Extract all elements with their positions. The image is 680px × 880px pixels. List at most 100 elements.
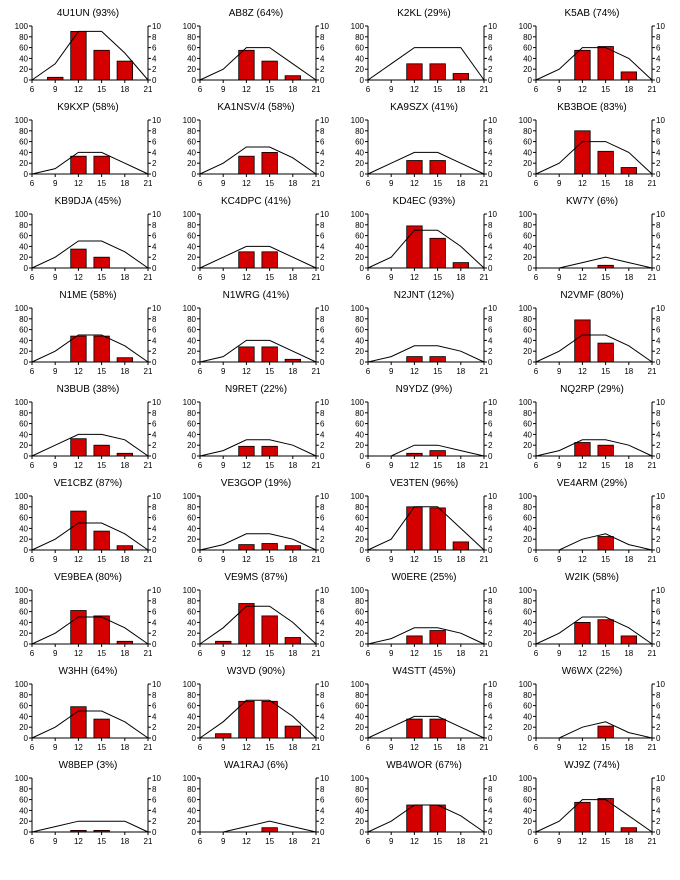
x-tick-label: 12 xyxy=(242,555,251,564)
y-right-tick-label: 0 xyxy=(656,358,661,367)
y-left-tick-label: 20 xyxy=(187,65,196,74)
y-left-tick-label: 100 xyxy=(15,492,29,501)
bar xyxy=(430,161,446,175)
x-tick-label: 9 xyxy=(53,461,58,470)
y-left-tick-label: 100 xyxy=(519,586,533,595)
chart-panel: AB8Z (64%)69121518210204060801000246810 xyxy=(176,8,336,98)
y-right-tick-label: 8 xyxy=(656,221,661,230)
y-right-tick-label: 4 xyxy=(656,806,661,815)
y-left-tick-label: 100 xyxy=(351,680,365,689)
y-right-tick-label: 2 xyxy=(320,723,325,732)
x-tick-label: 15 xyxy=(601,743,610,752)
bar xyxy=(430,631,446,645)
x-tick-label: 18 xyxy=(120,179,129,188)
y-left-tick-label: 20 xyxy=(187,817,196,826)
chart-panel: N3BUB (38%)69121518210204060801000246810 xyxy=(8,384,168,474)
y-right-tick-label: 4 xyxy=(656,54,661,63)
x-tick-label: 15 xyxy=(433,179,442,188)
y-right-tick-label: 2 xyxy=(152,159,157,168)
y-right-tick-label: 2 xyxy=(656,723,661,732)
y-left-tick-label: 40 xyxy=(523,54,532,63)
bar xyxy=(621,828,637,832)
x-tick-label: 21 xyxy=(648,367,657,376)
y-right-tick-label: 6 xyxy=(320,608,325,617)
bar xyxy=(575,131,591,174)
y-left-tick-label: 100 xyxy=(351,774,365,783)
bar xyxy=(598,47,614,81)
y-right-tick-label: 0 xyxy=(320,828,325,837)
y-right-tick-label: 0 xyxy=(656,734,661,743)
y-right-tick-label: 0 xyxy=(488,734,493,743)
y-left-tick-label: 60 xyxy=(19,232,28,241)
y-right-tick-label: 4 xyxy=(488,806,493,815)
chart-svg: 69121518210204060801000246810 xyxy=(176,398,336,474)
x-tick-label: 21 xyxy=(648,85,657,94)
chart-panel: 4U1UN (93%)69121518210204060801000246810 xyxy=(8,8,168,98)
y-right-tick-label: 2 xyxy=(656,817,661,826)
bar xyxy=(94,156,110,174)
x-tick-label: 15 xyxy=(97,743,106,752)
x-tick-label: 21 xyxy=(480,85,489,94)
y-left-tick-label: 40 xyxy=(19,148,28,157)
y-right-tick-label: 0 xyxy=(152,546,157,555)
y-right-tick-label: 10 xyxy=(152,398,161,407)
y-right-tick-label: 10 xyxy=(488,116,497,125)
x-tick-label: 21 xyxy=(312,743,321,752)
x-tick-label: 15 xyxy=(265,649,274,658)
x-tick-label: 9 xyxy=(53,179,58,188)
bar xyxy=(239,604,255,645)
y-right-tick-label: 6 xyxy=(656,326,661,335)
y-right-tick-label: 10 xyxy=(656,22,665,31)
x-tick-label: 21 xyxy=(144,367,153,376)
y-right-tick-label: 4 xyxy=(320,712,325,721)
x-tick-label: 18 xyxy=(456,85,465,94)
y-left-tick-label: 40 xyxy=(355,712,364,721)
x-tick-label: 21 xyxy=(480,273,489,282)
x-tick-label: 12 xyxy=(74,85,83,94)
y-left-tick-label: 100 xyxy=(15,304,29,313)
y-right-tick-label: 10 xyxy=(488,680,497,689)
x-tick-label: 12 xyxy=(242,649,251,658)
y-right-tick-label: 8 xyxy=(488,315,493,324)
x-tick-label: 12 xyxy=(74,179,83,188)
y-right-tick-label: 0 xyxy=(656,546,661,555)
bar xyxy=(262,252,278,268)
y-left-tick-label: 40 xyxy=(19,806,28,815)
y-right-tick-label: 10 xyxy=(320,774,329,783)
x-tick-label: 21 xyxy=(144,461,153,470)
chart-panel: KA9SZX (41%)6912151821020406080100024681… xyxy=(344,102,504,192)
y-right-tick-label: 6 xyxy=(152,608,157,617)
x-tick-label: 18 xyxy=(288,461,297,470)
y-right-tick-label: 6 xyxy=(656,514,661,523)
x-tick-label: 18 xyxy=(120,367,129,376)
y-left-tick-label: 100 xyxy=(183,210,197,219)
y-left-tick-label: 100 xyxy=(351,304,365,313)
y-right-tick-label: 6 xyxy=(488,232,493,241)
x-tick-label: 9 xyxy=(557,743,562,752)
bar xyxy=(94,336,110,362)
chart-panel: W3HH (64%)69121518210204060801000246810 xyxy=(8,666,168,756)
y-left-tick-label: 40 xyxy=(19,618,28,627)
x-tick-label: 21 xyxy=(480,837,489,846)
y-left-tick-label: 60 xyxy=(523,702,532,711)
y-right-tick-label: 2 xyxy=(320,629,325,638)
y-right-tick-label: 4 xyxy=(320,54,325,63)
chart-panel: VE9BEA (80%)6912151821020406080100024681… xyxy=(8,572,168,662)
y-left-tick-label: 40 xyxy=(187,242,196,251)
x-tick-label: 21 xyxy=(648,461,657,470)
y-right-tick-label: 0 xyxy=(320,358,325,367)
chart-svg: 69121518210204060801000246810 xyxy=(344,304,504,380)
x-tick-label: 21 xyxy=(480,461,489,470)
x-tick-label: 12 xyxy=(410,85,419,94)
y-right-tick-label: 0 xyxy=(656,828,661,837)
y-left-tick-label: 60 xyxy=(355,420,364,429)
x-tick-label: 18 xyxy=(288,649,297,658)
x-tick-label: 18 xyxy=(456,367,465,376)
y-right-tick-label: 6 xyxy=(320,702,325,711)
y-left-tick-label: 60 xyxy=(355,326,364,335)
chart-svg: 69121518210204060801000246810 xyxy=(176,680,336,756)
y-right-tick-label: 2 xyxy=(656,347,661,356)
bar xyxy=(575,320,591,362)
x-tick-label: 12 xyxy=(74,367,83,376)
y-right-tick-label: 10 xyxy=(320,680,329,689)
